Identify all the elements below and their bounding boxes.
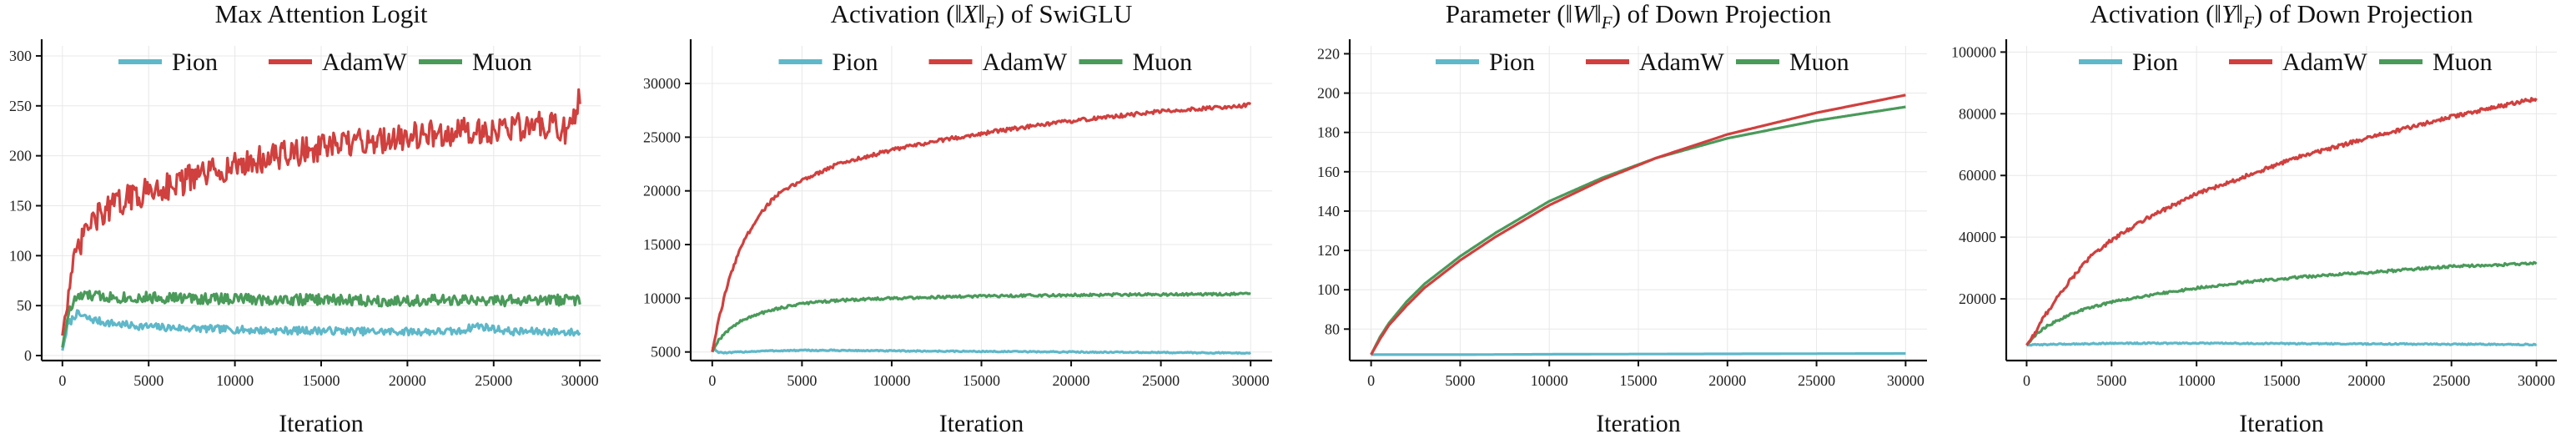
- y-tick-label: 250: [9, 98, 32, 114]
- legend-label-pion: Pion: [1489, 48, 1535, 76]
- chart-panel-3: 0 5000 10000 15000 20000 25000 30000 80 100 120 14…: [1317, 0, 1927, 434]
- x-tick-label: 10000: [1531, 372, 1568, 389]
- y-tick-label: 30000: [643, 75, 681, 92]
- y-tick-label: 100: [1317, 281, 1340, 298]
- x-tick-label: 30000: [2518, 372, 2555, 389]
- y-tick-label: 150: [9, 197, 32, 214]
- y-tick-label: 220: [1317, 45, 1340, 62]
- legend-label-pion: Pion: [2132, 48, 2178, 76]
- x-tick-label: 10000: [2178, 372, 2216, 389]
- y-tick-label: 180: [1317, 124, 1340, 141]
- x-tick-label: 0: [1367, 372, 1375, 389]
- y-tick-label: 20000: [1959, 290, 1996, 307]
- x-tick-label: 30000: [1232, 372, 1270, 389]
- series-line-muon: [61, 290, 581, 348]
- series-line-adamw: [711, 102, 1252, 353]
- x-tick-label: 0: [58, 372, 66, 389]
- series-line-pion: [1371, 351, 1906, 356]
- y-tick-label: 20000: [643, 183, 681, 199]
- x-axis-label: Iteration: [1596, 410, 1681, 434]
- legend-label-muon: Muon: [1789, 48, 1849, 76]
- x-tick-label: 15000: [2263, 372, 2301, 389]
- x-tick-label: 5000: [1445, 372, 1475, 389]
- x-tick-label: 15000: [303, 372, 340, 389]
- x-tick-label: 25000: [1142, 372, 1180, 389]
- chart-title: Max Attention Logit: [215, 0, 428, 28]
- x-tick-label: 15000: [963, 372, 1000, 389]
- y-tick-label: 80: [1325, 320, 1340, 337]
- y-tick-label: 100: [9, 247, 32, 264]
- x-tick-label: 25000: [1798, 372, 1835, 389]
- x-tick-label: 25000: [2433, 372, 2470, 389]
- x-tick-label: 20000: [389, 372, 426, 389]
- x-axis-label: Iteration: [279, 410, 364, 434]
- series-line-adamw: [2025, 97, 2538, 346]
- series-line-muon: [711, 291, 1251, 353]
- x-axis-label: Iteration: [2239, 410, 2324, 434]
- series-line-pion: [711, 346, 1251, 356]
- chart-title: Activation (‖X‖F) of SwiGLU: [831, 0, 1133, 33]
- x-tick-label: 30000: [1887, 372, 1924, 389]
- x-tick-label: 25000: [475, 372, 512, 389]
- legend-label-adamw: AdamW: [322, 48, 407, 76]
- x-tick-label: 0: [2023, 372, 2030, 389]
- y-tick-label: 300: [9, 48, 32, 64]
- y-tick-label: 140: [1317, 203, 1340, 220]
- chart-title: Activation (‖Y‖F) of Down Projection: [2090, 0, 2473, 33]
- y-tick-label: 10000: [643, 290, 681, 306]
- y-tick-label: 120: [1317, 242, 1340, 259]
- x-tick-label: 10000: [873, 372, 910, 389]
- x-tick-label: 0: [708, 372, 716, 389]
- legend-label-muon: Muon: [472, 48, 532, 76]
- series-line-adamw: [1370, 93, 1906, 356]
- x-axis-label: Iteration: [939, 410, 1024, 434]
- x-tick-label: 10000: [216, 372, 254, 389]
- y-tick-label: 60000: [1959, 167, 1996, 184]
- legend-label-muon: Muon: [2433, 48, 2493, 76]
- legend-label-adamw: AdamW: [1639, 48, 1724, 76]
- legend-label-pion: Pion: [833, 48, 878, 76]
- y-tick-label: 15000: [643, 236, 681, 253]
- x-tick-label: 5000: [787, 372, 817, 389]
- legend-label-adamw: AdamW: [983, 48, 1068, 76]
- series-line-muon: [2025, 260, 2538, 346]
- series-line-adamw: [61, 88, 581, 336]
- x-tick-label: 20000: [1053, 372, 1090, 389]
- x-tick-label: 30000: [561, 372, 599, 389]
- y-tick-label: 25000: [643, 129, 681, 145]
- x-tick-label: 20000: [1708, 372, 1746, 389]
- chart-panel-1: 0 5000 10000 15000 20000 25000 30000 0 50 100 150 2…: [9, 0, 601, 434]
- x-tick-label: 20000: [2347, 372, 2385, 389]
- y-tick-label: 200: [1317, 85, 1340, 102]
- legend-label-adamw: AdamW: [2282, 48, 2367, 76]
- y-tick-label: 80000: [1959, 105, 1996, 122]
- x-tick-label: 5000: [2096, 372, 2126, 389]
- y-tick-label: 50: [17, 297, 32, 314]
- series-line-pion: [61, 309, 581, 351]
- y-tick-label: 5000: [651, 344, 681, 361]
- series-line-pion: [2026, 341, 2538, 347]
- chart-panel-2: 0 5000 10000 15000 20000 25000 30000 5000 10000 1…: [643, 0, 1272, 434]
- y-tick-label: 40000: [1959, 229, 1996, 245]
- legend-label-muon: Muon: [1133, 48, 1193, 76]
- y-tick-label: 100000: [1951, 43, 1996, 60]
- y-tick-label: 200: [9, 148, 32, 164]
- y-tick-label: 160: [1317, 164, 1340, 180]
- chart-panel-4: 0 5000 10000 15000 20000 25000 30000 20000 40000…: [1951, 0, 2557, 434]
- chart-title: Parameter (‖W‖F) of Down Projection: [1446, 0, 1832, 33]
- x-tick-label: 15000: [1620, 372, 1658, 389]
- y-tick-label: 0: [24, 347, 32, 364]
- x-tick-label: 5000: [133, 372, 164, 389]
- legend-label-pion: Pion: [172, 48, 218, 76]
